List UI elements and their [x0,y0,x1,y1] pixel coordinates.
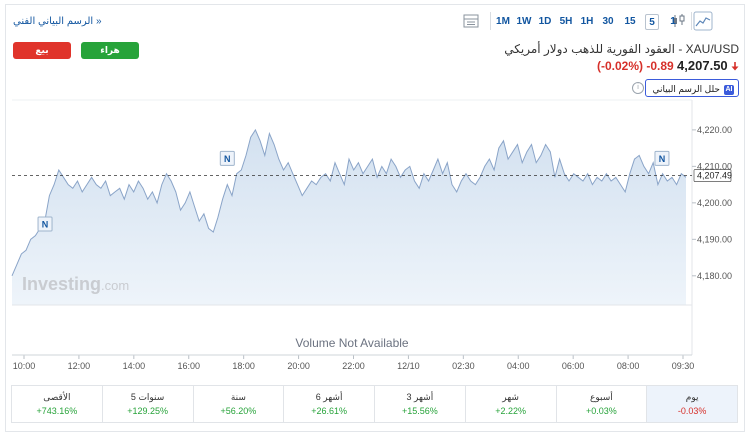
info-icon[interactable]: i [632,82,644,94]
timeframe-1h[interactable]: 1H [580,16,594,27]
news-markers[interactable]: N N N [37,150,670,232]
x-tick-label: 06:00 [562,361,585,371]
performance-cell[interactable]: أسبوع +0.03% [555,386,647,422]
change-value: -0.89 [646,59,674,73]
ai-badge-icon: AI [724,84,734,95]
news-marker[interactable] [219,150,235,166]
performance-table: يوم -0.03% أسبوع +0.03% شهر +2.22% 3 أشهر +15.5… [11,385,738,423]
toolbar-divider [490,12,491,30]
chart-toolbar: الرسم البياني الفني » 1 5 15 30 1H 5H 1D… [5,4,745,38]
performance-cell[interactable]: شهر +2.22% [464,386,556,422]
x-tick-label: 09:30 [672,361,695,371]
x-tick-label: 20:00 [287,361,310,371]
x-tick-label: 10:00 [13,361,36,371]
x-tick-label: 22:00 [342,361,365,371]
x-tick-label: 18:00 [232,361,255,371]
news-marker-label: N [224,154,231,164]
performance-period: 5 سنوات [130,392,165,402]
x-tick-label: 14:00 [123,361,146,371]
price-chart[interactable]: 4,207.49 4,180.00 4,190.00 4,200.00 4,210.0… [0,0,751,380]
current-price-tag: 4,207.49 [693,169,732,182]
performance-value: +26.61% [311,406,348,416]
table-icon[interactable] [461,11,481,31]
performance-value: +129.25% [127,406,169,416]
instrument-title: XAU/USD - العقود الفورية للذهب دولار أمر… [504,42,739,56]
timeframe-1m[interactable]: 1M [496,16,510,27]
performance-period: 3 أشهر [406,392,434,402]
performance-value: +56.20% [220,406,257,416]
performance-period: أسبوع [589,392,613,402]
analyze-chart-label: حلل الرسم البياني [652,84,720,94]
sell-button[interactable]: بيع [13,42,71,59]
y-tick-label: 4,200.00 [697,198,732,208]
x-tick-label: 02:30 [452,361,475,371]
analyze-chart-button[interactable]: AI حلل الرسم البياني [645,79,739,97]
timeframe-30[interactable]: 30 [602,16,614,27]
performance-value: +2.22% [495,406,527,416]
advanced-chart-link[interactable]: الرسم البياني الفني » [13,16,102,27]
price-area [12,129,686,305]
performance-cell[interactable]: سنة +56.20% [192,386,284,422]
performance-value: +15.56% [401,406,438,416]
performance-value: +0.03% [585,406,617,416]
price-line: (-0.02%) -0.89 4,207.50 [597,58,739,73]
performance-period: سنة [230,392,246,402]
news-marker[interactable] [37,216,53,232]
performance-cell[interactable]: 6 أشهر +26.61% [283,386,374,422]
performance-cell[interactable]: يوم -0.03% [646,386,737,422]
y-tick-label: 4,220.00 [697,125,732,135]
price-line-series [11,128,687,276]
investing-watermark: Investing.com [22,274,129,294]
timeframe-1w[interactable]: 1W [516,16,532,27]
y-tick-label: 4,190.00 [697,234,732,244]
buy-button[interactable]: هراء [81,42,139,59]
chart-widget [5,4,745,432]
performance-period: الأقصى [43,392,71,402]
x-tick-label: 16:00 [177,361,200,371]
performance-value: +743.16% [36,406,78,416]
y-axis: 4,180.00 4,190.00 4,200.00 4,210.00 4,220.00 [692,125,732,281]
news-marker[interactable] [654,150,670,166]
timeframe-15[interactable]: 15 [624,16,636,27]
x-tick-label: 04:00 [507,361,530,371]
performance-cell[interactable]: الأقصى +743.16% [12,386,102,422]
y-tick-label: 4,180.00 [697,271,732,281]
current-price-label: 4,207.49 [697,171,732,181]
performance-cell[interactable]: 5 سنوات +129.25% [101,386,193,422]
x-tick-label: 08:00 [617,361,640,371]
toolbar-divider [691,12,692,30]
x-axis: 10:00 12:00 14:00 16:00 18:00 20:00 22:00 12/10… [13,355,695,371]
news-marker-label: N [659,154,666,164]
x-tick-label: 12:00 [68,361,91,371]
timeframe-1d[interactable]: 1D [538,16,552,27]
y-tick-label: 4,210.00 [697,161,732,171]
performance-period: شهر [502,392,519,402]
last-price: 4,207.50 [677,58,728,73]
down-arrow-icon [731,62,739,71]
performance-cell[interactable]: 3 أشهر +15.56% [374,386,465,422]
volume-not-available: Volume Not Available [295,336,409,350]
area-chart-icon[interactable] [693,11,713,31]
timeframe-5[interactable]: 5 [645,14,659,30]
performance-value: -0.03% [677,406,707,416]
change-percent: (-0.02%) [596,59,643,73]
timeframe-1[interactable]: 1 [670,16,676,27]
news-marker-label: N [42,220,49,230]
performance-period: يوم [685,392,699,402]
performance-period: 6 أشهر [315,392,343,402]
x-tick-label: 12/10 [397,361,420,371]
timeframe-5h[interactable]: 5H [559,16,573,27]
candlestick-icon[interactable] [669,11,689,31]
